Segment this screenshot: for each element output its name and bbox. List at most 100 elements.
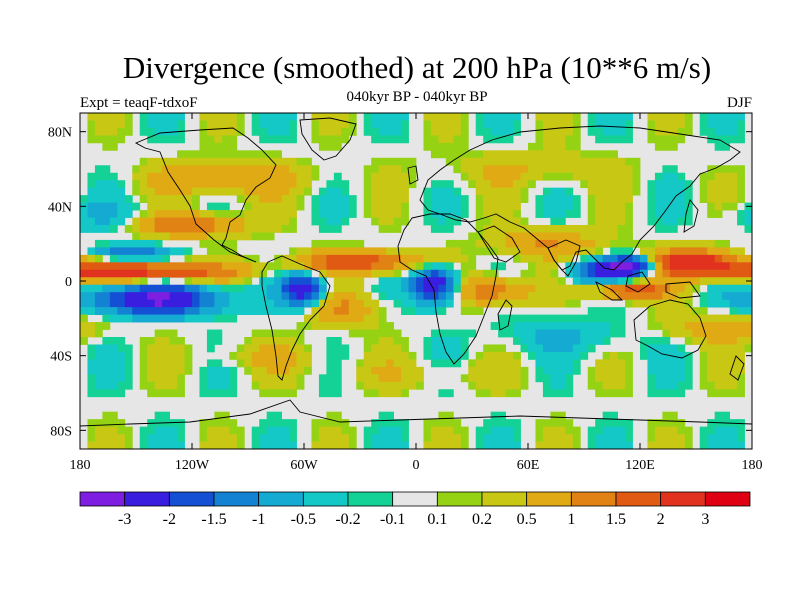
field-cell [707, 127, 716, 136]
field-cell [221, 150, 230, 159]
field-cell [595, 135, 604, 144]
field-cell [669, 113, 678, 121]
field-cell [625, 374, 633, 383]
field-cell [401, 292, 409, 301]
field-cell [177, 307, 185, 315]
field-cell [550, 299, 559, 308]
field-cell [333, 120, 342, 129]
plot-subtitle: 040kyr BP - 040kyr BP [346, 89, 488, 105]
field-cell [565, 120, 574, 129]
field-cell [132, 217, 141, 226]
field-cell [699, 434, 708, 442]
field-cell [162, 180, 170, 189]
coast-arabia [477, 225, 521, 263]
field-cell [229, 277, 238, 286]
field-cell [617, 307, 626, 315]
field-cell [587, 217, 596, 226]
field-cell [386, 411, 394, 420]
field-cell [341, 314, 350, 323]
field-cell [311, 247, 320, 256]
field-cell [177, 381, 185, 390]
field-cell [610, 381, 618, 390]
field-cell [423, 135, 432, 144]
field-cell [139, 284, 148, 293]
field-cell [580, 150, 589, 159]
field-cell [94, 120, 103, 129]
field-cell [162, 172, 170, 181]
field-cell [737, 441, 745, 449]
field-cell [102, 307, 111, 315]
field-cell [333, 113, 342, 121]
field-cell [333, 426, 342, 435]
field-cell [498, 172, 506, 181]
field-cell [617, 277, 626, 286]
field-cell [393, 247, 402, 256]
field-cell [363, 389, 372, 398]
field-cell [229, 434, 238, 442]
field-cell [296, 262, 305, 271]
field-cell [520, 172, 529, 181]
field-cell [669, 426, 678, 435]
field-cell [333, 195, 342, 203]
field-cell [206, 239, 215, 248]
field-cell [722, 247, 730, 256]
field-cell [654, 389, 663, 398]
field-cell [199, 299, 208, 308]
field-cell [363, 254, 372, 263]
field-cell [669, 210, 678, 218]
field-cell [199, 172, 208, 181]
field-cell [438, 135, 447, 144]
field-cell [348, 269, 357, 278]
field-cell [617, 157, 626, 166]
field-cell [617, 225, 626, 233]
field-cell [281, 187, 290, 196]
field-cell [632, 239, 641, 248]
field-cell [475, 210, 484, 218]
field-cell [94, 434, 103, 442]
field-cell [87, 344, 96, 353]
field-cell [139, 307, 148, 315]
field-cell [677, 262, 686, 271]
field-cell [505, 210, 514, 218]
field-cell [445, 225, 454, 233]
field-cell [438, 113, 447, 121]
field-cell [87, 180, 96, 189]
field-cell [617, 247, 626, 256]
field-cell [722, 165, 730, 174]
field-cell [595, 127, 604, 136]
field-cell [580, 269, 589, 278]
field-cell [259, 374, 268, 383]
field-cell [632, 277, 641, 286]
field-cell [87, 419, 96, 427]
field-cell [318, 247, 327, 256]
field-cell [669, 322, 678, 330]
field-cell [744, 299, 752, 308]
field-cell [565, 127, 574, 136]
field-cell [371, 135, 380, 144]
field-cell [416, 247, 424, 256]
field-cell [572, 225, 581, 233]
field-cell [401, 299, 409, 308]
field-cell [266, 359, 275, 368]
field-cell [714, 165, 723, 174]
field-cell [430, 247, 439, 256]
field-cell [139, 172, 148, 181]
field-cell [625, 419, 633, 427]
field-cell [625, 180, 633, 189]
field-cell [311, 307, 320, 315]
field-cell [87, 441, 96, 449]
field-cell [498, 187, 506, 196]
field-cell [378, 322, 387, 330]
field-cell [520, 195, 529, 203]
field-cell [714, 389, 723, 398]
field-cell [550, 135, 559, 144]
field-cell [729, 337, 738, 345]
field-cell [244, 366, 253, 375]
field-cell [371, 381, 380, 390]
field-cell [572, 329, 581, 338]
field-cell [199, 157, 208, 166]
colorbar-label: -0.2 [335, 511, 360, 528]
field-cell [729, 322, 738, 330]
field-cell [80, 262, 88, 271]
